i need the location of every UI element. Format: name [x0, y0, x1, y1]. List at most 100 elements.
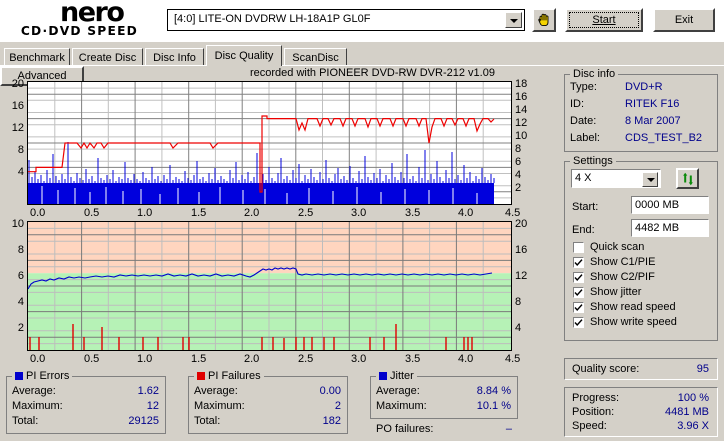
jitter-average-value: 8.84 %	[476, 385, 511, 397]
jitter-maximum-label: Maximum:	[376, 400, 427, 412]
disc-info-label-value: CDS_TEST_B2	[625, 132, 703, 144]
disc-quality-panel: recorded with PIONEER DVD-RW DVR-212 v1.…	[0, 66, 724, 441]
position-label: Position:	[572, 406, 615, 418]
hand-eject-button[interactable]	[532, 8, 556, 32]
bottom-chart-rtick-4: 4	[515, 322, 522, 334]
pi-errors-group: PI Errors Average: 1.62 Maximum: 12 Tota…	[6, 370, 166, 434]
top-chart-plot-area[interactable]	[27, 81, 512, 205]
pi-failures-total-label: Total:	[194, 415, 221, 427]
pi-failures-average-label: Average:	[194, 385, 238, 397]
top-chart-xtick-7: 3.5	[405, 207, 421, 219]
pi-errors-total-value: 29125	[128, 415, 159, 427]
progress-label: Progress:	[572, 392, 620, 404]
tab-disc-info-label: Disc Info	[153, 51, 196, 64]
show-read-speed-checkbox[interactable]	[573, 302, 584, 313]
bottom-chart-rtick-12: 12	[515, 270, 528, 282]
top-chart-ytick-12: 12	[11, 122, 24, 134]
quick-scan-checkbox[interactable]	[573, 242, 584, 253]
bottom-chart-xtick-1: 0.5	[84, 353, 100, 365]
chevron-down-icon	[647, 178, 655, 182]
top-chart-rtick-8: 8	[515, 143, 522, 155]
nero-logo-subtitle: CD·DVD SPEED	[20, 24, 139, 38]
check-icon	[574, 289, 583, 297]
tab-scandisc[interactable]: ScanDisc	[284, 48, 347, 66]
chart-title: recorded with PIONEER DVD-RW DVR-212 v1.…	[250, 67, 495, 79]
pi-failures-series	[29, 324, 473, 350]
pi-failures-legend-label: PI Failures	[208, 370, 261, 382]
top-chart-xtick-1: 0.5	[84, 207, 100, 219]
disc-info-id-label: ID:	[570, 98, 585, 110]
scan-speed-dropdown-button[interactable]	[642, 172, 658, 187]
pi-failures-maximum-label: Maximum:	[194, 400, 245, 412]
scan-speed-dropdown[interactable]: 4 X	[571, 169, 661, 188]
pi-errors-average-value: 1.62	[137, 385, 159, 397]
disc-info-type-value: DVD+R	[625, 81, 663, 93]
po-failures-label: PO failures:	[376, 423, 434, 435]
drive-selector-combobox[interactable]: [4:0] LITE-ON DVDRW LH-18A1P GL0F	[167, 9, 525, 31]
pi-errors-legend: PI Errors	[12, 370, 73, 382]
bottom-chart-xtick-7: 3.5	[405, 353, 421, 365]
disc-info-label-label: Label:	[570, 132, 600, 144]
bottom-chart-xtick-4: 2.0	[244, 353, 260, 365]
top-chart-ytick-20: 20	[11, 78, 24, 90]
bottom-chart-ytick-8: 8	[17, 244, 24, 256]
show-c2-pif-checkbox[interactable]	[573, 272, 584, 283]
top-chart-rtick-14: 14	[515, 104, 528, 116]
bottom-chart-svg	[28, 222, 511, 350]
pi-failures-total-value: 182	[322, 415, 341, 427]
hand-icon	[538, 13, 549, 27]
progress-panel: Progress: 100 % Position: 4481 MB Speed:…	[564, 387, 718, 437]
refresh-button[interactable]	[676, 168, 699, 189]
show-c1-pie-label: Show C1/PIE	[590, 256, 656, 268]
jitter-color-swatch	[379, 372, 387, 380]
start-button-label: Start	[592, 14, 616, 26]
pi-errors-maximum-value: 12	[146, 400, 159, 412]
bottom-chart-rtick-20: 20	[515, 218, 528, 230]
start-button[interactable]: Start	[565, 8, 643, 32]
top-chart-svg	[28, 82, 511, 204]
quality-score-panel: Quality score: 95	[564, 358, 718, 380]
pi-errors-legend-label: PI Errors	[26, 370, 70, 382]
pi-errors-color-swatch	[15, 372, 23, 380]
show-write-speed-checkbox[interactable]	[573, 317, 584, 328]
tab-disc-quality[interactable]: Disc Quality	[206, 45, 282, 66]
tab-disc-info[interactable]: Disc Info	[145, 48, 204, 66]
pi-failures-group: PI Failures Average: 0.00 Maximum: 2 Tot…	[188, 370, 348, 434]
settings-legend: Settings	[570, 155, 616, 167]
exit-button[interactable]: Exit	[653, 8, 715, 32]
disc-info-group: Disc info Type: DVD+R ID: RITEK F16 Date…	[564, 68, 718, 152]
top-chart-rtick-16: 16	[515, 91, 528, 103]
drive-selector-dropdown-button[interactable]	[505, 12, 522, 28]
bottom-chart-plot-area[interactable]	[27, 221, 512, 351]
show-write-speed-label: Show write speed	[590, 316, 677, 328]
pi-failures-maximum-value: 2	[334, 400, 341, 412]
pi-failures-average-value: 0.00	[319, 385, 341, 397]
bottom-chart-ytick-2: 2	[17, 322, 24, 334]
top-chart-ytick-8: 8	[17, 144, 24, 156]
scan-end-field[interactable]: 4482 MB	[631, 219, 709, 237]
check-icon	[574, 259, 583, 267]
bottom-chart-xtick-8: 4.0	[458, 353, 474, 365]
scan-start-field[interactable]: 0000 MB	[631, 196, 709, 214]
pi-errors-series	[28, 142, 495, 204]
show-jitter-label: Show jitter	[590, 286, 642, 298]
show-read-speed-label: Show read speed	[590, 301, 676, 313]
tab-benchmark[interactable]: Benchmark	[4, 48, 70, 66]
top-chart-ytick-16: 16	[11, 100, 24, 112]
bottom-chart-xtick-0: 0.0	[30, 353, 46, 365]
advanced-button-label: Advanced	[17, 70, 67, 82]
quality-score-value: 95	[696, 363, 709, 375]
position-value: 4481 MB	[664, 406, 709, 418]
show-c1-pie-checkbox[interactable]	[573, 257, 584, 268]
top-chart-rtick-4: 4	[515, 169, 522, 181]
tab-create-disc-label: Create Disc	[78, 51, 137, 64]
scan-end-value: 4482 MB	[635, 222, 680, 234]
tab-create-disc[interactable]: Create Disc	[72, 48, 143, 66]
check-icon	[574, 274, 583, 282]
scan-start-value: 0000 MB	[635, 199, 680, 211]
refresh-icon	[682, 172, 693, 185]
disc-info-date-value: 8 Mar 2007	[625, 115, 681, 127]
show-jitter-checkbox[interactable]	[573, 287, 584, 298]
pi-errors-total-label: Total:	[12, 415, 39, 427]
pi-failures-legend: PI Failures	[194, 370, 264, 382]
